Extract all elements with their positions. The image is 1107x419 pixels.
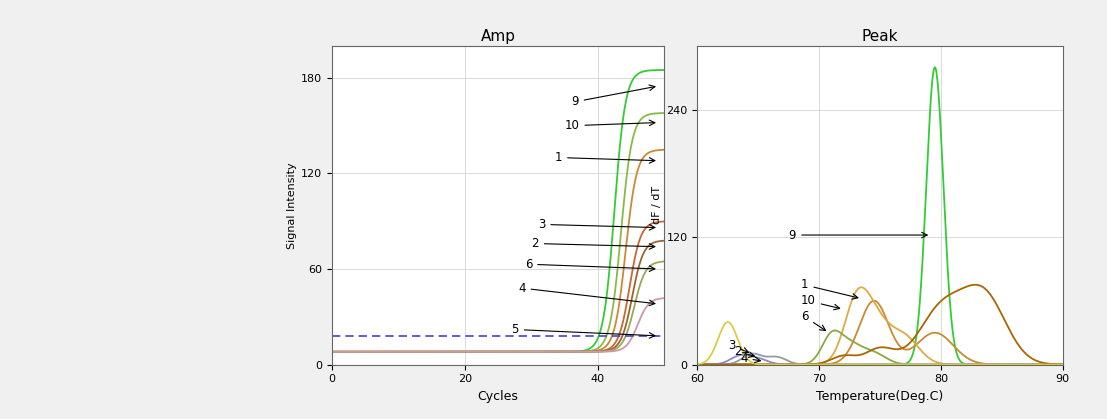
- Text: 6: 6: [525, 258, 655, 272]
- Y-axis label: Signal Intensity: Signal Intensity: [287, 162, 297, 248]
- Text: 10: 10: [800, 294, 839, 310]
- Text: 9: 9: [788, 228, 928, 241]
- Text: 3: 3: [538, 218, 655, 231]
- X-axis label: Temperature(Deg.C): Temperature(Deg.C): [817, 390, 943, 403]
- Text: 1: 1: [555, 151, 655, 164]
- Text: 4: 4: [518, 282, 655, 306]
- Text: 2: 2: [734, 345, 754, 358]
- Text: 1: 1: [800, 278, 858, 299]
- Text: 3: 3: [728, 339, 748, 353]
- Title: Amp: Amp: [480, 28, 516, 44]
- Text: 5: 5: [511, 323, 655, 338]
- Text: 6: 6: [800, 310, 826, 331]
- Text: 4: 4: [739, 352, 761, 365]
- Text: 2: 2: [531, 237, 655, 250]
- X-axis label: Cycles: Cycles: [478, 390, 518, 403]
- Text: 9: 9: [571, 85, 655, 109]
- Y-axis label: dF / dT: dF / dT: [652, 186, 662, 224]
- Title: Peak: Peak: [862, 28, 898, 44]
- Text: 10: 10: [565, 119, 655, 132]
